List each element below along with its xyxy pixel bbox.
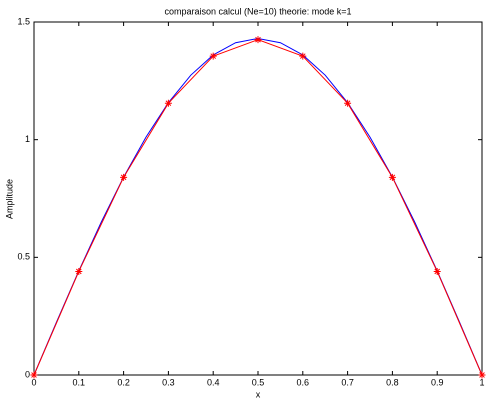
x-tick-label: 0.8 (386, 377, 399, 387)
y-tick-label: 0 (25, 369, 30, 379)
y-axis-label: Amplitude (4, 179, 14, 219)
x-tick-label: 0.5 (252, 377, 265, 387)
x-tick-label: 0.2 (117, 377, 130, 387)
x-tick-label: 0.1 (73, 377, 86, 387)
data-point (209, 52, 217, 60)
x-tick-label: 0.4 (207, 377, 220, 387)
x-tick-label: 0.6 (297, 377, 310, 387)
y-tick-label: 0.5 (17, 252, 30, 262)
data-point (433, 267, 441, 275)
data-point (164, 99, 172, 107)
data-point (344, 99, 352, 107)
data-point (478, 371, 486, 379)
x-tick-label: 0.3 (162, 377, 175, 387)
data-point (30, 371, 38, 379)
x-tick-label: 0.9 (431, 377, 444, 387)
data-point (75, 267, 83, 275)
x-tick-label: 1 (479, 377, 484, 387)
x-axis-label: x (256, 389, 261, 399)
y-tick-label: 1.5 (17, 16, 30, 26)
data-point (120, 173, 128, 181)
data-point (388, 173, 396, 181)
data-point (254, 36, 262, 44)
chart-title: comparaison calcul (Ne=10) theorie: mode… (164, 6, 351, 16)
y-tick-label: 1 (25, 134, 30, 144)
x-tick-label: 0.7 (341, 377, 354, 387)
data-point (299, 52, 307, 60)
x-tick-label: 0 (31, 377, 36, 387)
